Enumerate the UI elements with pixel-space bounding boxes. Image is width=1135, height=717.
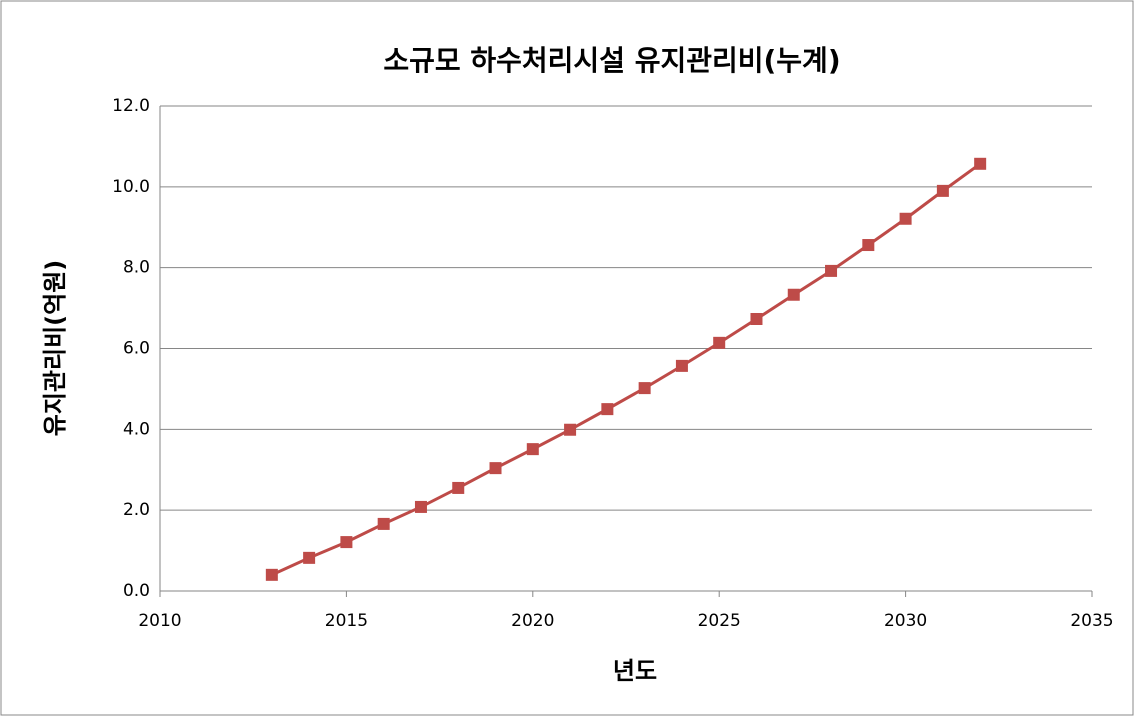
point-marker [489, 462, 502, 475]
x-tick-label: 2015 [325, 611, 368, 631]
x-axis-title: 년도 [613, 657, 657, 685]
y-tick-label: 2.0 [123, 500, 150, 520]
x-tick-label: 2020 [511, 611, 554, 631]
y-tick-label: 8.0 [123, 258, 150, 278]
point-marker [713, 336, 726, 349]
y-tick-label: 0.0 [123, 581, 150, 601]
series-line [271, 162, 982, 577]
y-tick-label: 10.0 [112, 177, 150, 197]
point-marker [750, 312, 763, 325]
point-marker [638, 382, 651, 395]
point-marker [787, 288, 800, 301]
y-axis-title: 유지관리비(억원) [41, 260, 69, 437]
x-tick-label: 2035 [1070, 611, 1113, 631]
point-marker [675, 359, 688, 372]
x-tick-label: 2010 [138, 611, 181, 631]
point-marker [601, 403, 614, 416]
point-marker [414, 500, 427, 513]
point-marker [564, 423, 577, 436]
x-tick-label: 2025 [698, 611, 741, 631]
point-marker [303, 551, 316, 564]
point-marker [899, 212, 912, 225]
point-marker [265, 568, 278, 581]
point-marker [862, 239, 875, 252]
point-marker [340, 536, 353, 549]
y-tick-label: 4.0 [123, 419, 150, 439]
point-marker [452, 481, 465, 494]
chart-title: 소규모 하수처리시설 유지관리비(누계) [383, 44, 840, 77]
point-marker [377, 517, 390, 530]
x-tick-label: 2030 [884, 611, 927, 631]
point-marker [936, 184, 949, 197]
y-tick-label: 12.0 [112, 96, 150, 116]
point-marker [526, 443, 539, 456]
point-marker [825, 264, 838, 277]
y-tick-label: 6.0 [123, 339, 150, 359]
point-marker [974, 157, 987, 170]
